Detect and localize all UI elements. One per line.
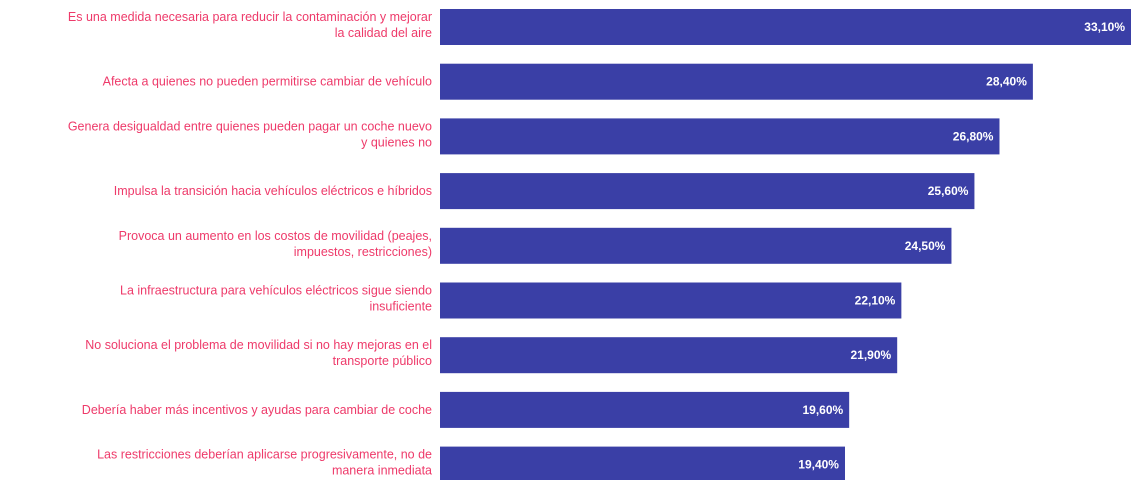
category-label-line: transporte público <box>333 354 432 368</box>
category-label: Debería haber más incentivos y ayudas pa… <box>82 403 432 417</box>
category-label: Provoca un aumento en los costos de movi… <box>119 229 432 259</box>
category-label-line: Impulsa la transición hacia vehículos el… <box>114 184 432 198</box>
category-label: Impulsa la transición hacia vehículos el… <box>114 184 432 198</box>
data-label: 19,40% <box>798 458 839 472</box>
category-label-line: y quienes no <box>361 135 432 149</box>
category-label-line: la calidad del aire <box>335 26 432 40</box>
category-label: No soluciona el problema de movilidad si… <box>85 338 432 368</box>
category-label-line: Afecta a quienes no pueden permitirse ca… <box>103 75 432 89</box>
data-label: 25,60% <box>928 184 969 198</box>
category-label-line: impuestos, restricciones) <box>294 245 432 259</box>
bar <box>440 227 952 264</box>
category-label-line: Genera desigualdad entre quienes pueden … <box>68 119 432 133</box>
bar <box>440 282 902 319</box>
bar <box>440 446 845 480</box>
category-label: Afecta a quienes no pueden permitirse ca… <box>103 75 432 89</box>
category-label-line: No soluciona el problema de movilidad si… <box>85 338 432 352</box>
bar <box>440 391 850 428</box>
category-label-line: insuficiente <box>369 300 432 314</box>
data-label: 21,90% <box>850 348 891 362</box>
data-label: 26,80% <box>953 129 994 143</box>
category-label: Genera desigualdad entre quienes pueden … <box>68 119 432 149</box>
category-label: Las restricciones deberían aplicarse pro… <box>97 448 432 478</box>
bar <box>440 9 1131 45</box>
data-label: 22,10% <box>855 294 896 308</box>
category-label-line: La infraestructura para vehículos eléctr… <box>120 284 432 298</box>
category-label-line: Provoca un aumento en los costos de movi… <box>119 229 432 243</box>
data-label: 19,60% <box>802 403 843 417</box>
data-label: 28,40% <box>986 75 1027 89</box>
category-labels-group: Es una medida necesaria para reducir la … <box>68 10 432 478</box>
bar <box>440 337 898 374</box>
category-label: La infraestructura para vehículos eléctr… <box>120 284 432 314</box>
bar <box>440 173 975 210</box>
category-label-line: Es una medida necesaria para reducir la … <box>68 10 432 24</box>
bar <box>440 63 1033 100</box>
category-label: Es una medida necesaria para reducir la … <box>68 10 432 40</box>
category-label-line: Debería haber más incentivos y ayudas pa… <box>82 403 432 417</box>
value-labels-group: 33,10% 28,40% 26,80% 25,60% 24,50% 22,10% 21,9… <box>798 20 1125 472</box>
data-label: 33,10% <box>1084 20 1125 34</box>
bars-group <box>440 9 1131 480</box>
category-label-line: manera inmediata <box>332 464 432 478</box>
category-label-line: Las restricciones deberían aplicarse pro… <box>97 448 432 462</box>
bar <box>440 118 1000 155</box>
data-label: 24,50% <box>905 239 946 253</box>
